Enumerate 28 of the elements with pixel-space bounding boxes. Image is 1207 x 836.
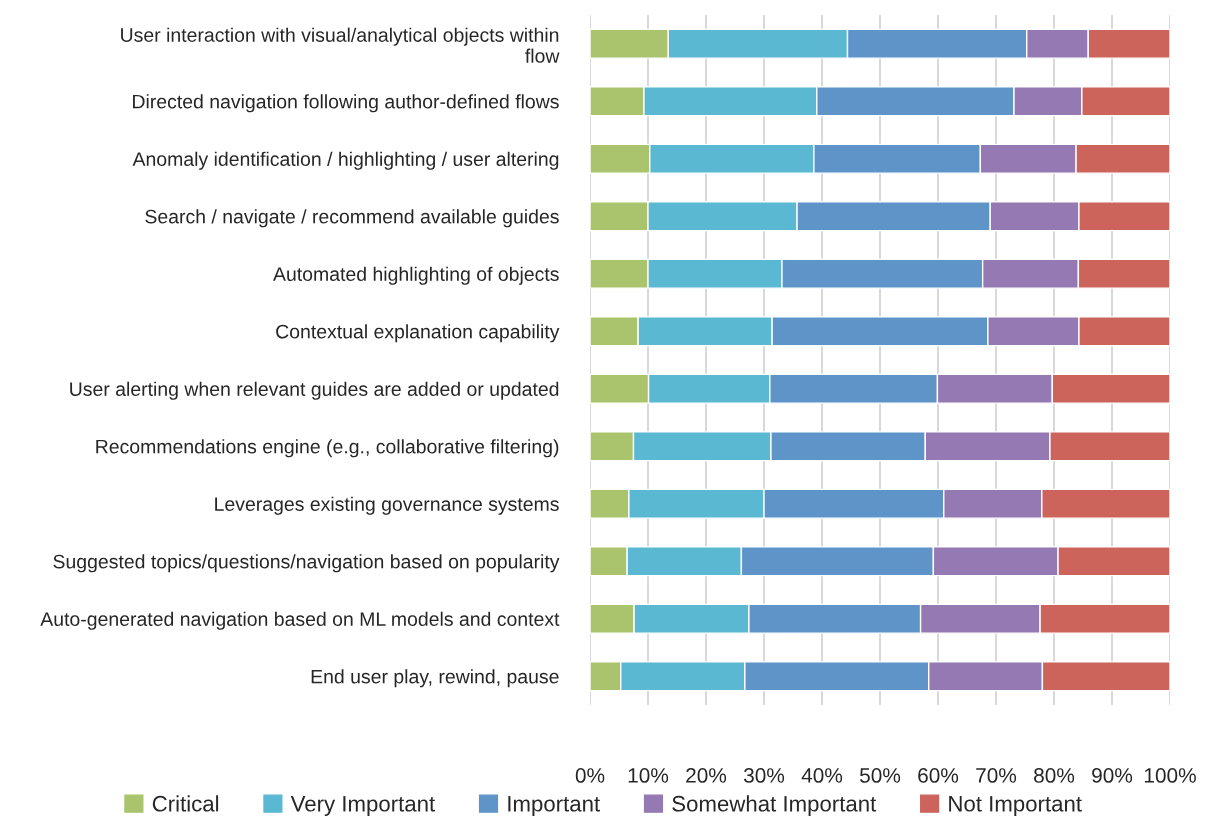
x-tick-label: 20% bbox=[686, 768, 727, 783]
y-tick-label: Directed navigation following author-defined flows bbox=[133, 94, 559, 113]
x-tick-label: 70% bbox=[976, 768, 1017, 783]
y-tick-label: User interaction with visual/analytical objects within flow bbox=[121, 27, 560, 63]
x-tick-label: 40% bbox=[801, 768, 843, 783]
x-tick-label: 50% bbox=[859, 768, 901, 783]
y-tick-label: Search / navigate / recommend available guides bbox=[145, 209, 559, 228]
y-tick-label: End user play, rewind, pause bbox=[311, 669, 559, 688]
x-tick-label: 0% bbox=[575, 768, 605, 783]
x-tick-label: 60% bbox=[918, 768, 959, 783]
legend-label: Important bbox=[508, 796, 600, 816]
y-tick-label: Auto-generated navigation based on ML models and context bbox=[40, 611, 560, 630]
x-tick-label: 100% bbox=[1144, 768, 1196, 783]
y-tick-label: Automated highlighting of objects bbox=[273, 266, 559, 285]
legend-label: Somewhat Important bbox=[672, 795, 877, 816]
y-tick-label: Leverages existing governance systems bbox=[215, 496, 559, 515]
x-tick-label: 30% bbox=[743, 768, 785, 783]
y-tick-label: User alerting when relevant guides are added or updated bbox=[70, 381, 559, 400]
x-tick-label: 80% bbox=[1034, 768, 1075, 783]
legend-label: Not Important bbox=[949, 796, 1082, 816]
y-tick-label: Recommendations engine (e.g., collaborative filtering) bbox=[96, 439, 559, 458]
x-tick-label: 90% bbox=[1092, 768, 1133, 783]
x-tick-label: 10% bbox=[628, 768, 669, 783]
legend-label: Critical bbox=[152, 795, 219, 812]
y-tick-label: Suggested topics/questions/navigation based on popularity bbox=[53, 554, 560, 573]
y-tick-label: Anomaly identification / highlighting / user altering bbox=[132, 151, 559, 170]
y-tick-label: Contextual explanation capability bbox=[276, 324, 560, 343]
legend-label: Very Important bbox=[290, 796, 436, 816]
